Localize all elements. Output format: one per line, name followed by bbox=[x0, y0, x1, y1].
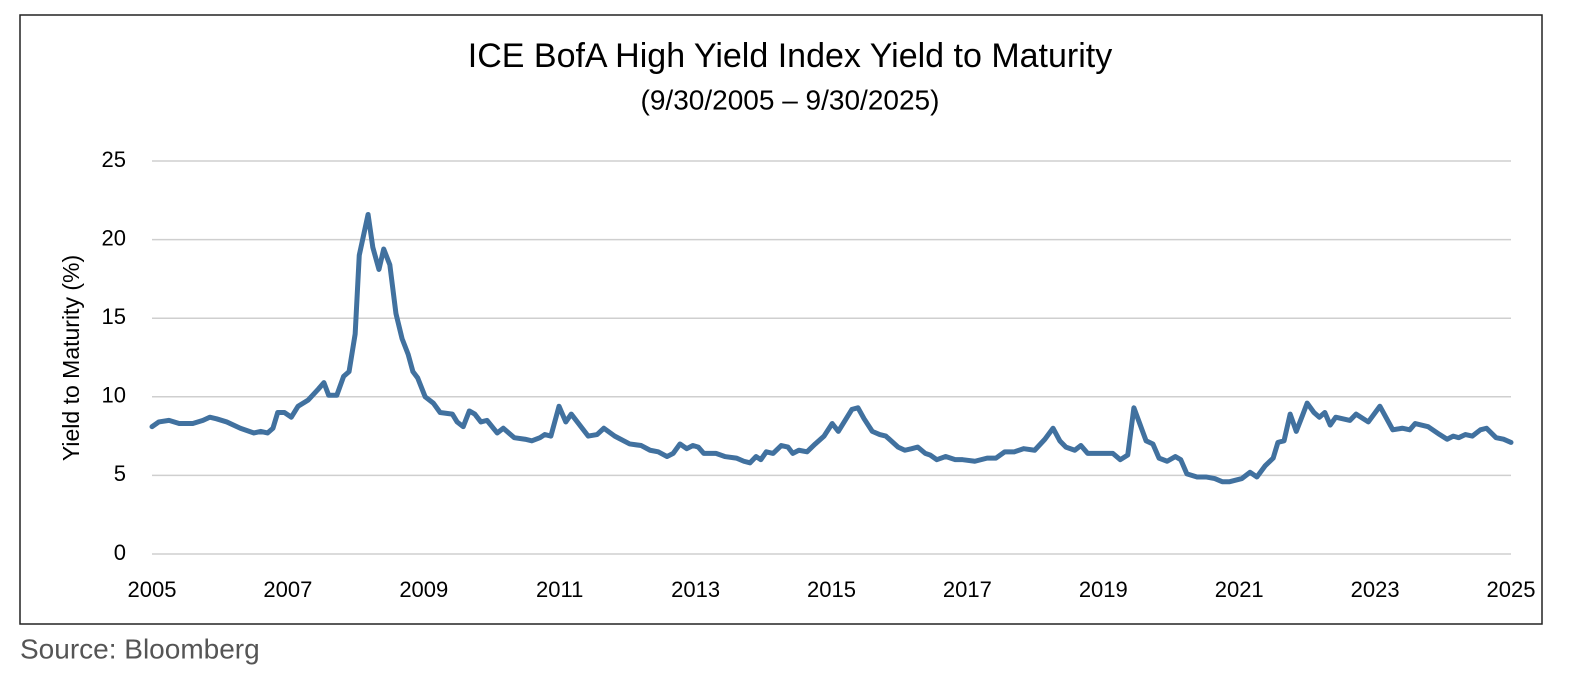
x-tick-label: 2019 bbox=[1079, 577, 1128, 602]
y-axis-label: Yield to Maturity (%) bbox=[58, 255, 84, 461]
data-line bbox=[149, 211, 1514, 485]
x-tick-label: 2017 bbox=[943, 577, 992, 602]
y-tick-label: 5 bbox=[114, 461, 126, 486]
x-tick-label: 2007 bbox=[263, 577, 312, 602]
source-note: Source: Bloomberg bbox=[20, 633, 260, 664]
x-tick-label: 2013 bbox=[671, 577, 720, 602]
chart-subtitle: (9/30/2005 – 9/30/2025) bbox=[641, 84, 940, 115]
x-tick-label: 2015 bbox=[807, 577, 856, 602]
x-tick-label: 2005 bbox=[128, 577, 177, 602]
x-tick-label: 2011 bbox=[536, 577, 583, 602]
x-tick-label: 2023 bbox=[1351, 577, 1400, 602]
y-tick-label: 10 bbox=[102, 383, 126, 408]
y-tick-label: 25 bbox=[102, 147, 126, 172]
x-tick-label: 2009 bbox=[399, 577, 448, 602]
x-tick-label: 2025 bbox=[1487, 577, 1536, 602]
y-tick-label: 0 bbox=[114, 540, 126, 565]
x-tick-label: 2021 bbox=[1215, 577, 1264, 602]
y-tick-label: 20 bbox=[102, 225, 126, 250]
y-tick-label: 15 bbox=[102, 304, 126, 329]
chart-frame bbox=[19, 14, 1543, 625]
chart-title: ICE BofA High Yield Index Yield to Matur… bbox=[468, 37, 1112, 75]
